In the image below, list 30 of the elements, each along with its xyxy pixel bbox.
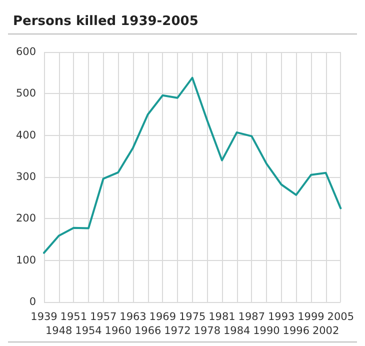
x-tick-label: 1960 (104, 325, 132, 337)
x-tick-label: 1957 (90, 311, 117, 323)
y-tick-label: 100 (16, 254, 36, 266)
x-tick-label: 1999 (298, 311, 324, 323)
x-tick-label: 1972 (164, 325, 191, 337)
x-tick-label: 2005 (327, 311, 354, 323)
y-tick-label: 200 (16, 212, 36, 225)
x-tick-label: 1987 (238, 311, 266, 323)
x-tick-label: 1984 (223, 325, 250, 337)
x-tick-label: 1978 (194, 325, 221, 337)
x-tick-label: 1939 (30, 311, 58, 323)
y-tick-label: 500 (16, 88, 36, 100)
x-tick-label: 1951 (60, 311, 88, 323)
x-tick-label: 1990 (253, 325, 280, 337)
x-tick-label: 1975 (178, 311, 206, 323)
x-tick-label: 1948 (45, 325, 72, 337)
y-tick-label: 600 (16, 46, 36, 58)
x-tick-label: 1966 (134, 325, 162, 337)
chart-title: Persons killed 1939-2005 (13, 14, 198, 29)
x-tick-label: 1993 (268, 311, 295, 323)
x-tick-label: 1963 (120, 311, 146, 323)
x-tick-label: 1954 (75, 325, 102, 337)
x-tick-label: 1981 (208, 311, 236, 323)
y-tick-label: 400 (16, 129, 36, 142)
x-tick-label: 1996 (282, 325, 310, 337)
y-tick-label: 300 (16, 171, 36, 183)
x-tick-label: 2002 (312, 325, 340, 337)
x-tick-label: 1969 (149, 311, 176, 323)
line-series (43, 76, 342, 254)
y-tick-label: 0 (29, 296, 36, 308)
